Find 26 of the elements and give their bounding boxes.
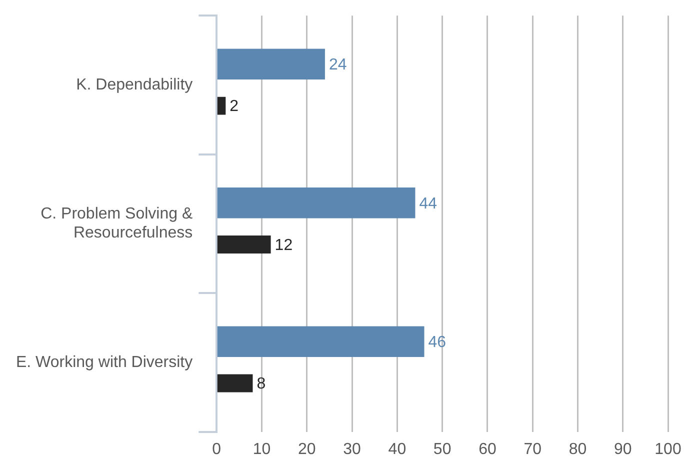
data-label: 8 (256, 376, 266, 393)
x-tick-label: 90 (614, 440, 632, 458)
y-tick-label: K. Dependability (76, 76, 193, 94)
x-tick-label: 30 (343, 440, 362, 458)
x-tick-label: 70 (524, 440, 542, 458)
bar (217, 236, 271, 254)
bar (217, 187, 416, 218)
x-tick-label: 0 (212, 440, 222, 458)
x-tick-label: 100 (654, 440, 682, 458)
x-tick-label: 50 (433, 440, 452, 458)
bar (217, 96, 226, 115)
y-tick-label: E. Working with Diversity (16, 354, 193, 371)
y-tick-label: C. Problem Solving & Resourcefulness (40, 206, 193, 242)
x-tick-label: 40 (388, 440, 406, 458)
x-tick-label: 20 (298, 440, 316, 458)
data-label: 12 (274, 236, 293, 254)
bar (217, 374, 253, 392)
x-tick-label: 10 (252, 440, 271, 458)
data-label: 24 (328, 56, 347, 74)
data-label: 2 (230, 98, 239, 116)
x-tick-label: 60 (478, 440, 496, 458)
data-label: 46 (428, 334, 446, 352)
bar (217, 326, 424, 358)
bar (217, 48, 325, 80)
x-tick-label: 80 (568, 440, 587, 458)
data-label: 44 (419, 195, 438, 212)
